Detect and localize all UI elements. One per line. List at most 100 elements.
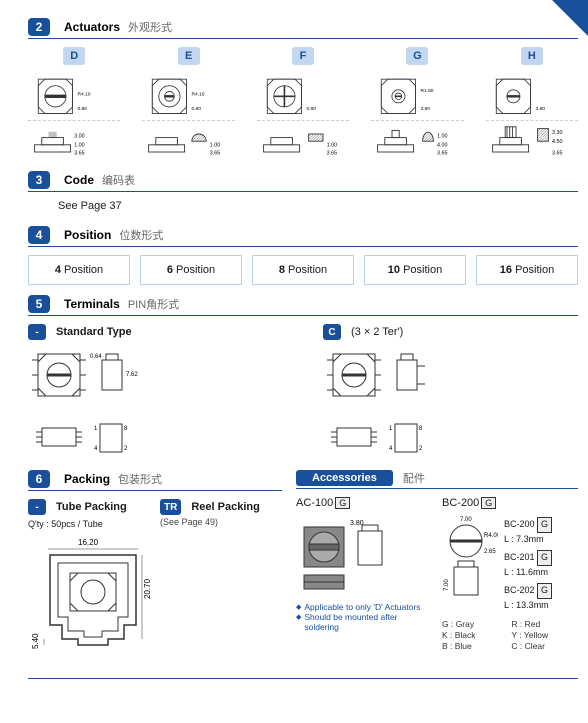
ac-note: Should be mounted after soldering <box>296 612 432 632</box>
dim-w: 16.20 <box>78 538 99 547</box>
svg-text:R1.50: R1.50 <box>421 88 434 94</box>
title-terminals: Terminals <box>64 297 120 311</box>
bc-row: 7.00 R4.00 2.65 7.00 BC-200 G <box>442 513 578 613</box>
badge-num-4: 4 <box>28 226 50 244</box>
terminals-right-head: C (3 × 2 Ter') <box>323 324 578 340</box>
badge-num-6-wrap: 6 <box>28 470 64 488</box>
position-box: 16 Position <box>476 255 578 285</box>
svg-text:1: 1 <box>94 426 98 432</box>
section-head-actuators: 2 Actuators 外观形式 <box>28 18 578 39</box>
actuator-side-drawing: 1.003.65 <box>142 125 234 161</box>
badge-num-3: 3 <box>28 171 50 189</box>
svg-text:0.64: 0.64 <box>90 354 102 360</box>
section-head-packing: 6 Packing 包装形式 <box>28 470 282 491</box>
svg-text:7.00: 7.00 <box>444 579 450 591</box>
ac-suffix: G <box>335 497 350 509</box>
svg-text:3.00: 3.00 <box>74 134 84 140</box>
actuator-label: G <box>406 47 428 65</box>
svg-text:4.50: 4.50 <box>552 139 562 145</box>
svg-text:2.65: 2.65 <box>484 549 496 555</box>
terminals-right: C (3 × 2 Ter') 1482 <box>323 324 578 460</box>
title-actuators: Actuators <box>64 20 120 34</box>
actuator-F: F 0.80 1.003.65 <box>257 47 349 161</box>
bc-suffix: G <box>481 497 496 509</box>
position-box: 6 Position <box>140 255 242 285</box>
pos-n: 10 <box>388 264 400 276</box>
svg-text:3.80: 3.80 <box>421 106 431 112</box>
pos-n: 8 <box>279 264 285 276</box>
pos-l: Position <box>64 264 103 276</box>
actuator-side-drawing: 3.001.003.65 <box>28 125 120 161</box>
ac-title: AC-100 G <box>296 497 432 509</box>
position-box: 8 Position <box>252 255 354 285</box>
sub-position: 位数形式 <box>119 227 163 243</box>
terminals-row: - Standard Type 0.647.62 1482 C (3 × 2 T… <box>28 324 578 460</box>
section-accessories: Accessories 配件 AC-100 G 3.80 <box>296 470 578 658</box>
svg-text:0.80: 0.80 <box>77 106 87 112</box>
bc-variant: BC-202 G L : 13.3mm <box>504 583 552 612</box>
actuator-label: D <box>63 47 85 65</box>
svg-text:3.65: 3.65 <box>326 151 336 157</box>
packing-reel-head: TR Reel Packing <box>160 499 282 515</box>
svg-text:1: 1 <box>389 426 393 432</box>
bc-color-key: G : Gray R : Red K : Black Y : Yellow B … <box>442 619 578 651</box>
ac-drawing: 3.80 <box>296 513 416 593</box>
pos-n: 6 <box>167 264 173 276</box>
svg-text:8: 8 <box>124 426 128 432</box>
actuator-label: H <box>521 47 543 65</box>
tube-badge: - <box>28 499 46 515</box>
packing-reel: TR Reel Packing (See Page 49) <box>160 499 282 529</box>
row-packing-accessories: 6 Packing 包装形式 - Tube Packing Q'ty : 50p… <box>28 470 578 668</box>
ac-code: AC-100 <box>296 497 333 509</box>
svg-text:3.30: 3.30 <box>552 130 562 136</box>
ck: B : Blue <box>442 641 505 651</box>
actuator-label: E <box>178 47 200 65</box>
section-head-terminals: 5 Terminals PIN角形式 <box>28 295 578 316</box>
svg-text:3.65: 3.65 <box>552 151 562 157</box>
ck: K : Black <box>442 630 505 640</box>
title-position: Position <box>64 228 111 242</box>
svg-text:3.65: 3.65 <box>437 151 447 157</box>
bc-v-suffix: G <box>537 550 552 566</box>
accessories-badge: Accessories <box>296 470 393 486</box>
svg-text:4.00: 4.00 <box>437 143 447 149</box>
bc-v-len: L : 7.3mm <box>504 533 552 547</box>
packing-row: - Tube Packing Q'ty : 50pcs / Tube TR Re… <box>28 499 282 529</box>
svg-text:3.80: 3.80 <box>535 106 545 112</box>
actuator-G: G R1.503.80 1.004.003.65 <box>371 47 463 161</box>
bc-variants: BC-200 G L : 7.3mm BC-201 G L : 11.6mm <box>504 513 552 613</box>
term-right-drawings: 1482 <box>323 346 578 460</box>
sub-code: 编码表 <box>102 172 135 188</box>
bc-v-code: BC-200 <box>504 519 535 529</box>
svg-text:2: 2 <box>419 446 423 452</box>
accessory-ac: AC-100 G 3.80 Applicable to only 'D' Act… <box>296 497 432 651</box>
pos-l: Position <box>515 264 554 276</box>
svg-text:3.65: 3.65 <box>74 151 84 157</box>
term-left-drawings: 0.647.62 1482 <box>28 346 283 460</box>
bc-variant: BC-201 G L : 11.6mm <box>504 550 552 579</box>
actuator-top-drawing: R1.50 3.80 <box>371 71 463 121</box>
tube-title: Tube Packing <box>56 501 127 513</box>
packing-tube: - Tube Packing Q'ty : 50pcs / Tube <box>28 499 150 529</box>
reel-badge: TR <box>160 499 181 515</box>
ck: C : Clear <box>511 641 578 651</box>
actuator-H: H 3.80 3.30 4.50 3.65 <box>486 47 578 161</box>
terminals-left-head: - Standard Type <box>28 324 283 340</box>
pos-l: Position <box>403 264 442 276</box>
packing-tube-head: - Tube Packing <box>28 499 150 515</box>
section-head-code: 3 Code 编码表 <box>28 171 578 192</box>
ck: R : Red <box>511 619 578 629</box>
svg-text:2: 2 <box>124 446 128 452</box>
badge-num-2: 2 <box>28 18 50 36</box>
svg-text:4: 4 <box>94 446 98 452</box>
bc-variant: BC-200 G L : 7.3mm <box>504 517 552 546</box>
bc-v-code: BC-202 <box>504 585 535 595</box>
actuator-side-drawing: 1.003.65 <box>257 125 349 161</box>
actuator-side-drawing: 1.004.003.65 <box>371 125 463 161</box>
actuator-top-drawing: R4.100.80 <box>142 71 234 121</box>
tube-drawing: 16.20 20.70 5.40 <box>28 535 282 658</box>
actuator-top-drawing: R4.100.80 <box>28 71 120 121</box>
accessories-grid: AC-100 G 3.80 Applicable to only 'D' Act… <box>296 497 578 651</box>
bc-v-suffix: G <box>537 583 552 599</box>
reel-sub: (See Page 49) <box>160 517 282 527</box>
